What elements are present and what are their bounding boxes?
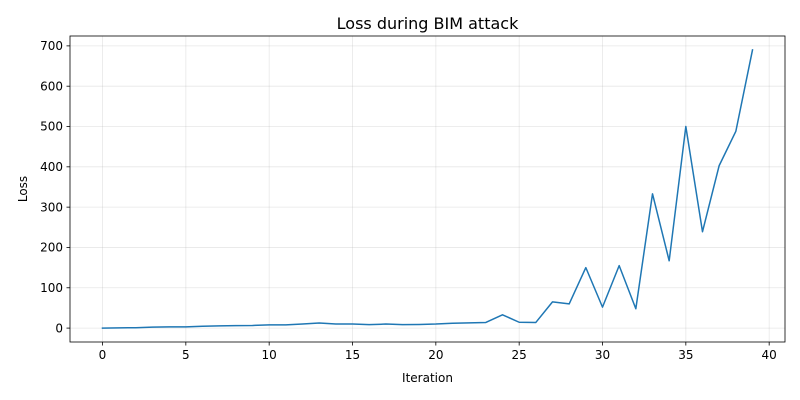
x-tick-label: 5: [182, 348, 190, 362]
loss-series-line: [101, 49, 754, 329]
y-tick-label: 200: [40, 241, 63, 255]
x-tick-label: 20: [428, 348, 443, 362]
grid-lines: [70, 36, 785, 342]
x-tick-label: 0: [99, 348, 107, 362]
y-tick-label: 600: [40, 79, 63, 93]
x-tick-label: 15: [345, 348, 360, 362]
x-axis-label: Iteration: [402, 371, 453, 385]
chart-title: Loss during BIM attack: [337, 14, 519, 33]
plot-frame: [69, 35, 786, 343]
y-tick-label: 0: [55, 321, 63, 335]
x-tick-label: 35: [678, 348, 693, 362]
y-axis-ticks: 0 100 200 300 400 500 600 700: [40, 39, 70, 335]
y-tick-label: 100: [40, 281, 63, 295]
x-tick-label: 30: [595, 348, 610, 362]
x-tick-label: 10: [262, 348, 277, 362]
y-tick-label: 400: [40, 160, 63, 174]
y-tick-label: 700: [40, 39, 63, 53]
x-tick-label: 25: [512, 348, 527, 362]
y-tick-label: 500: [40, 120, 63, 134]
y-tick-label: 300: [40, 200, 63, 214]
series-layer: [101, 49, 754, 329]
y-axis-label: Loss: [16, 176, 30, 202]
x-axis-ticks: 0 5 10 15 20 25 30 35 40: [99, 342, 777, 362]
x-tick-label: 40: [762, 348, 777, 362]
